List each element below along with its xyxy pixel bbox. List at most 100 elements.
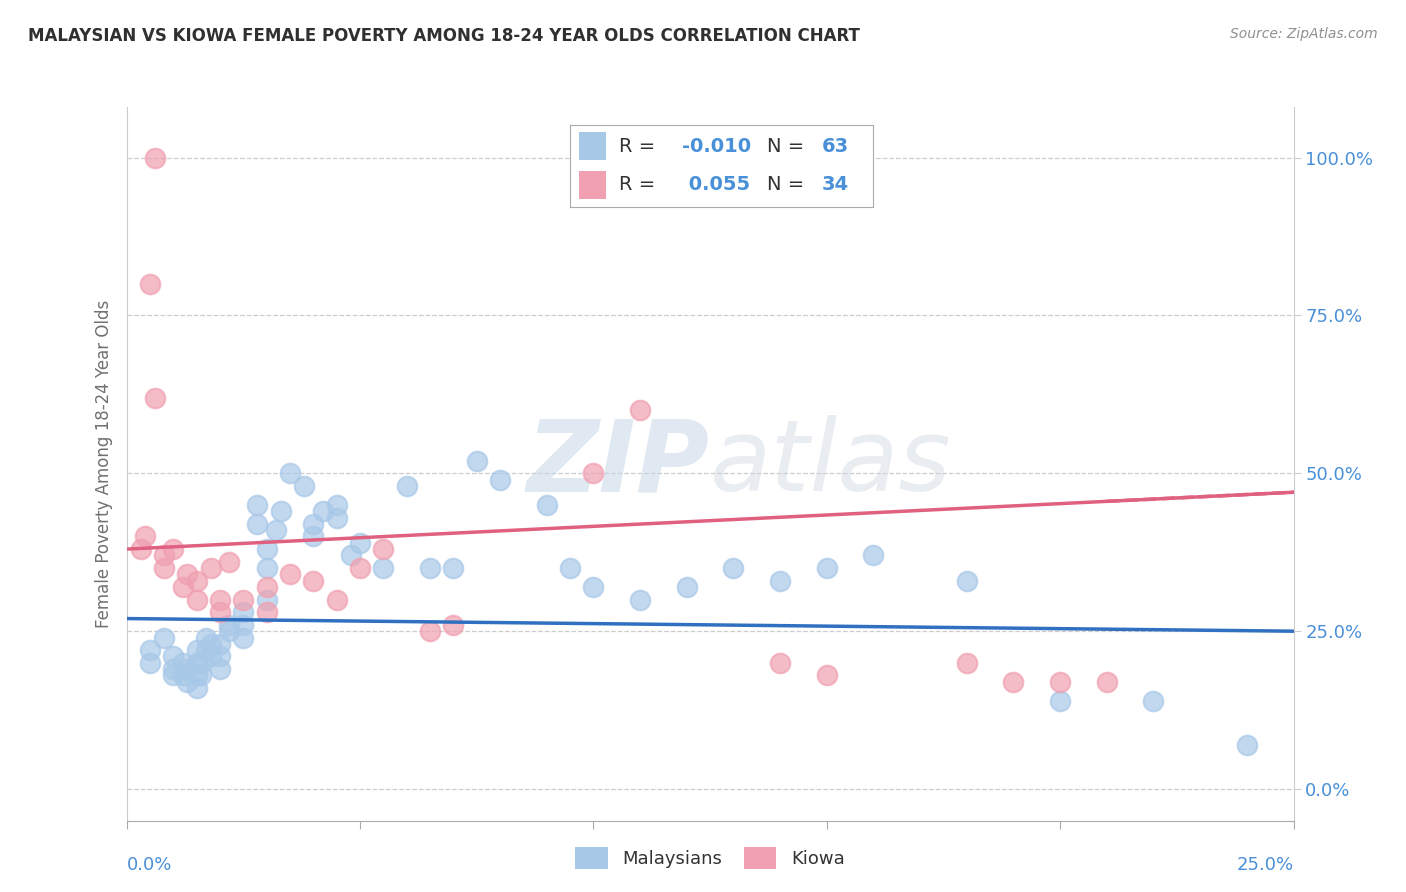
Point — [956, 656, 979, 670]
Point — [232, 605, 254, 619]
Point — [190, 668, 212, 682]
Point — [143, 151, 166, 165]
Point — [349, 535, 371, 549]
Text: Source: ZipAtlas.com: Source: ZipAtlas.com — [1230, 27, 1378, 41]
Point — [536, 498, 558, 512]
Point — [862, 549, 884, 563]
Point — [139, 656, 162, 670]
Point — [232, 592, 254, 607]
Point — [194, 631, 217, 645]
Point — [176, 567, 198, 582]
Point — [582, 467, 605, 481]
Point — [339, 549, 361, 563]
Point — [278, 467, 301, 481]
Point — [373, 542, 395, 557]
Point — [129, 542, 152, 557]
Point — [489, 473, 512, 487]
Point — [194, 643, 217, 657]
Point — [769, 656, 792, 670]
Text: N =: N = — [768, 176, 804, 194]
Point — [1049, 674, 1071, 689]
Point — [153, 549, 176, 563]
Point — [200, 637, 222, 651]
Point — [143, 391, 166, 405]
Point — [186, 681, 208, 695]
Point — [153, 561, 176, 575]
Point — [373, 561, 395, 575]
Point — [325, 498, 347, 512]
Point — [186, 592, 208, 607]
Point — [582, 580, 605, 594]
Point — [815, 561, 838, 575]
Point — [218, 618, 240, 632]
Point — [246, 498, 269, 512]
Point — [1002, 674, 1025, 689]
Point — [1049, 693, 1071, 707]
Point — [292, 479, 315, 493]
Point — [172, 668, 194, 682]
Point — [162, 542, 184, 557]
Text: 34: 34 — [823, 176, 849, 194]
Point — [208, 592, 231, 607]
Point — [200, 561, 222, 575]
Point — [218, 555, 240, 569]
Text: 0.0%: 0.0% — [127, 856, 172, 874]
Point — [218, 624, 240, 639]
Bar — [579, 171, 606, 199]
Point — [311, 504, 333, 518]
Point — [302, 516, 325, 531]
Text: -0.010: -0.010 — [682, 136, 751, 156]
Point — [246, 516, 269, 531]
Text: MALAYSIAN VS KIOWA FEMALE POVERTY AMONG 18-24 YEAR OLDS CORRELATION CHART: MALAYSIAN VS KIOWA FEMALE POVERTY AMONG … — [28, 27, 860, 45]
Point — [558, 561, 581, 575]
Legend: Malaysians, Kiowa: Malaysians, Kiowa — [568, 839, 852, 876]
Point — [465, 453, 488, 467]
Point — [186, 574, 208, 588]
Point — [208, 637, 231, 651]
Point — [769, 574, 792, 588]
Point — [186, 643, 208, 657]
Text: N =: N = — [768, 136, 804, 156]
Point — [264, 523, 287, 537]
Point — [956, 574, 979, 588]
Point — [325, 510, 347, 524]
Point — [441, 561, 464, 575]
Point — [256, 561, 278, 575]
Point — [208, 605, 231, 619]
Point — [325, 592, 347, 607]
Y-axis label: Female Poverty Among 18-24 Year Olds: Female Poverty Among 18-24 Year Olds — [94, 300, 112, 628]
Point — [419, 624, 441, 639]
Point — [162, 649, 184, 664]
Text: R =: R = — [619, 136, 655, 156]
Text: ZIP: ZIP — [527, 416, 710, 512]
Point — [256, 605, 278, 619]
Point — [628, 592, 651, 607]
Point — [232, 618, 254, 632]
Point — [176, 674, 198, 689]
Point — [675, 580, 697, 594]
Point — [208, 662, 231, 676]
Point — [153, 631, 176, 645]
Point — [302, 574, 325, 588]
Point — [200, 649, 222, 664]
Text: 0.055: 0.055 — [682, 176, 751, 194]
Point — [134, 529, 156, 543]
Point — [186, 668, 208, 682]
Point — [139, 277, 162, 291]
Point — [172, 656, 194, 670]
Text: 63: 63 — [823, 136, 849, 156]
Text: 25.0%: 25.0% — [1236, 856, 1294, 874]
Point — [256, 580, 278, 594]
Point — [172, 580, 194, 594]
Point — [278, 567, 301, 582]
Point — [1095, 674, 1118, 689]
Point — [256, 592, 278, 607]
Bar — [579, 132, 606, 161]
Point — [176, 662, 198, 676]
Point — [162, 668, 184, 682]
Point — [441, 618, 464, 632]
Point — [232, 631, 254, 645]
Text: atlas: atlas — [710, 416, 952, 512]
Point — [1142, 693, 1164, 707]
Point — [395, 479, 418, 493]
